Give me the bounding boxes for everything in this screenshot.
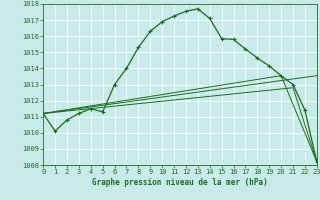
X-axis label: Graphe pression niveau de la mer (hPa): Graphe pression niveau de la mer (hPa) — [92, 178, 268, 187]
